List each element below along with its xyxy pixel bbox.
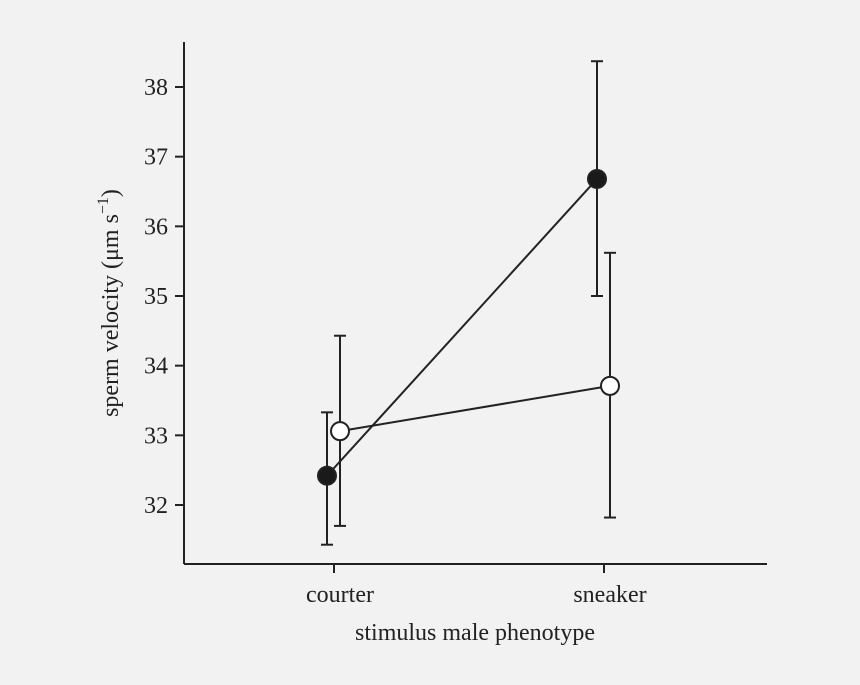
series-line (339, 384, 611, 433)
x-ticks: courter sneaker (306, 564, 647, 608)
y-tick-label: 36 (144, 214, 168, 240)
data-point-open-courter (330, 421, 350, 442)
x-tick-label-sneaker: sneaker (573, 582, 646, 608)
data-point-filled-courter (317, 465, 337, 486)
x-tick-label-courter: courter (306, 582, 374, 608)
data-point-open-sneaker (600, 375, 620, 396)
y-tick-label: 38 (144, 75, 168, 101)
y-tick-label: 35 (144, 284, 168, 310)
y-tick-label: 33 (144, 423, 168, 449)
x-axis-title: stimulus male phenotype (355, 620, 595, 646)
series-open (330, 251, 620, 527)
data-point-filled-sneaker (587, 168, 607, 189)
y-axis-title-main: sperm velocity (μm s (98, 214, 124, 417)
series-layer (317, 60, 620, 546)
y-axis-title-close: ) (98, 189, 124, 197)
axes (183, 42, 767, 565)
y-axis-title-sup: −1 (95, 197, 112, 214)
y-tick-label: 37 (144, 145, 168, 171)
y-tick-label: 32 (144, 493, 168, 519)
series-filled (317, 60, 607, 546)
series-line (326, 178, 598, 477)
y-tick-label: 34 (144, 354, 168, 380)
y-axis-title: sperm velocity (μm s−1) (95, 189, 124, 417)
y-ticks: 32 33 34 35 36 37 38 (144, 75, 184, 519)
